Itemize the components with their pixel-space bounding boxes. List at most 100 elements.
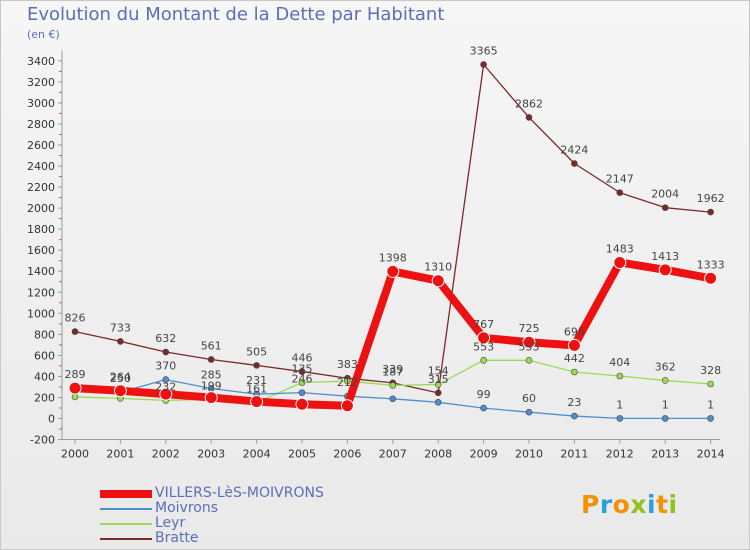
data-label: 212 [337,376,358,389]
legend: VILLERS-LèS-MOIVRONS Moivrons Leyr Bratte [100,485,360,546]
data-point [616,415,624,422]
data-label: 135 [292,363,313,376]
data-point [522,335,536,349]
y-tick-label: 2000 [27,202,55,215]
data-point [707,415,714,422]
y-tick-label: 1200 [27,286,55,299]
data-label: 404 [609,356,630,369]
x-tick-label: 2003 [197,448,225,461]
data-point [661,377,669,384]
data-point [113,384,127,398]
legend-swatch [100,523,152,525]
x-tick-label: 2005 [288,448,316,461]
data-label: 1 [707,398,714,411]
logo-letter: r [599,490,613,519]
x-tick-label: 2013 [651,448,679,461]
data-point [386,264,400,278]
data-label: 154 [428,364,449,377]
legend-label: Bratte [155,530,199,546]
data-label: 250 [110,372,131,385]
y-tick-label: 1800 [27,223,55,236]
data-label: 328 [700,364,721,377]
y-tick-label: -200 [30,434,55,447]
logo-letter: t [656,490,669,519]
data-point [658,263,672,277]
data-label: 232 [155,380,176,393]
x-tick-label: 2001 [106,448,134,461]
x-tick-label: 2010 [515,448,543,461]
data-point [434,389,442,397]
data-label: 2147 [606,173,634,186]
legend-item: Bratte [100,530,360,546]
y-tick-label: 800 [34,328,55,341]
data-label: 1962 [697,192,725,205]
data-label: 725 [519,322,540,335]
data-point [571,160,578,167]
data-point [613,255,627,269]
y-tick-label: 2600 [27,139,55,152]
data-point [661,204,669,211]
data-point [71,393,79,401]
x-tick-label: 2014 [697,448,725,461]
logo-letter: x [630,490,647,519]
legend-label: Leyr [155,515,186,531]
data-point [162,348,170,356]
data-label: 2862 [515,97,543,110]
data-label: 1 [616,398,623,411]
data-label: 442 [564,352,585,365]
data-point [298,389,306,396]
y-tick-label: 3000 [27,97,55,110]
y-tick-label: 600 [34,349,55,362]
data-label: 505 [246,345,267,358]
data-point [298,368,306,375]
data-label: 1310 [424,261,452,274]
data-point [71,328,79,335]
data-label: 446 [292,352,313,365]
data-point [571,368,578,376]
y-tick-label: 200 [34,391,55,404]
legend-item: Moivrons [100,500,360,516]
data-point [571,412,578,420]
y-tick-label: 2800 [27,118,55,131]
data-label: 2424 [560,143,588,156]
data-label: 2004 [651,188,679,201]
proxiti-logo: Proxiti [581,490,678,519]
data-point [434,381,442,388]
x-tick-label: 2009 [470,448,498,461]
data-point [525,114,533,121]
x-tick-label: 2008 [424,448,452,461]
data-point [616,189,624,196]
y-tick-label: 1000 [27,307,55,320]
data-point [250,395,264,409]
data-point [480,61,487,68]
data-point [117,338,124,345]
legend-label: Moivrons [155,500,218,516]
data-point [616,372,624,380]
data-label: 231 [246,374,267,387]
x-tick-label: 2006 [333,448,361,461]
y-tick-label: 2400 [27,160,55,173]
data-label: 246 [292,373,313,386]
data-label: 199 [201,379,222,392]
data-point [707,208,714,216]
legend-swatch [100,538,152,540]
data-point [525,408,533,416]
data-label: 187 [382,365,403,378]
data-label: 289 [65,368,86,381]
data-point [525,357,533,364]
legend-swatch [100,508,152,510]
data-label: 370 [155,360,176,373]
x-tick-label: 2004 [243,448,271,461]
x-tick-label: 2000 [61,448,89,461]
data-point [207,356,215,363]
logo-letter: o [612,490,631,519]
data-point [159,387,173,401]
data-label: 3365 [470,45,498,58]
legend-swatch [100,490,152,498]
x-tick-label: 2002 [152,448,180,461]
data-point [567,338,581,352]
data-label: 632 [155,332,176,345]
data-point [661,415,669,422]
